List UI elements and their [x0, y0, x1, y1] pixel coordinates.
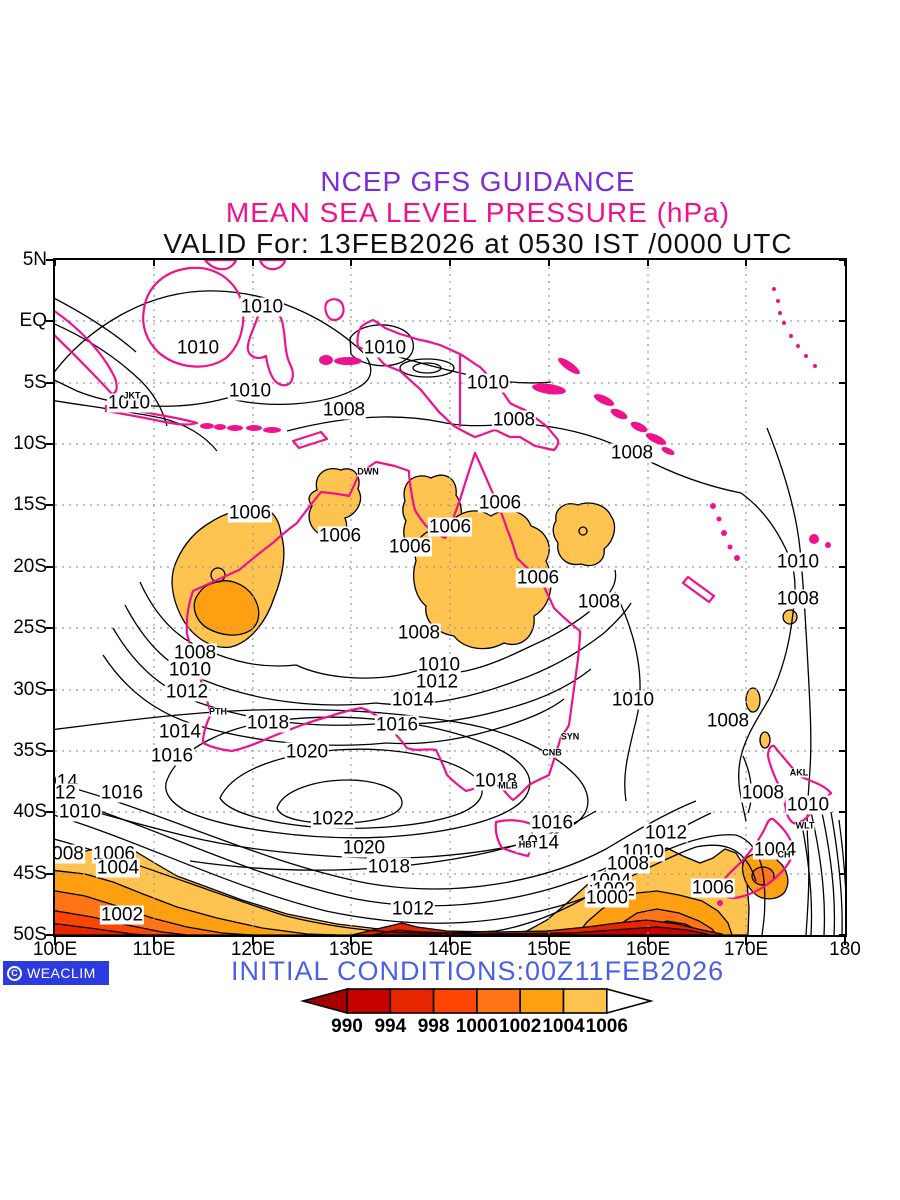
colorbar-segment: [519, 988, 565, 1014]
lon-tick-mark: [252, 260, 254, 266]
lat-tick-mark: [46, 873, 54, 875]
lat-tick-label: 35S: [13, 740, 47, 761]
lat-tick-mark: [839, 873, 845, 875]
lat-tick-mark: [46, 627, 54, 629]
lon-tick-mark: [153, 260, 155, 266]
lon-tick-mark: [350, 937, 352, 945]
lon-tick-label: 130E: [328, 939, 374, 960]
lat-tick-mark: [46, 382, 54, 384]
map-border: [53, 258, 847, 937]
lon-tick-mark: [548, 937, 550, 945]
colorbar-segment: [389, 988, 435, 1014]
lat-tick-label: 45S: [13, 863, 47, 884]
lon-tick-mark: [745, 260, 747, 266]
lat-tick-mark: [839, 689, 845, 691]
lat-tick-mark: [839, 259, 845, 261]
lon-tick-mark: [548, 260, 550, 266]
lat-tick-mark: [839, 566, 845, 568]
colorbar-tick-label: 1002: [499, 1016, 542, 1037]
lon-tick-label: 140E: [427, 939, 473, 960]
lat-tick-mark: [839, 504, 845, 506]
lat-tick-mark: [46, 259, 54, 261]
lon-tick-mark: [647, 937, 649, 945]
lon-tick-mark: [54, 937, 56, 945]
lon-tick-mark: [449, 937, 451, 945]
lat-tick-mark: [839, 627, 845, 629]
lat-tick-label: 15S: [13, 494, 47, 515]
lat-tick-label: EQ: [19, 310, 47, 331]
lat-tick-mark: [46, 566, 54, 568]
colorbar-segment: [432, 988, 478, 1014]
colorbar-segment: [605, 987, 654, 1015]
colorbar-tick-label: 998: [417, 1016, 450, 1037]
lat-tick-mark: [46, 443, 54, 445]
lon-tick-mark: [844, 260, 846, 266]
lon-tick-label: 120E: [230, 939, 276, 960]
lon-tick-label: 160E: [625, 939, 671, 960]
lat-tick-mark: [46, 504, 54, 506]
colorbar-segment: [562, 988, 608, 1014]
colorbar-segment: [346, 988, 392, 1014]
lat-tick-label: 40S: [13, 801, 47, 822]
lat-tick-label: 5S: [23, 372, 47, 393]
valid-time-line: VALID For: 13FEB2026 at 0530 IST /0000 U…: [163, 228, 793, 259]
lat-tick-mark: [46, 689, 54, 691]
lat-tick-mark: [839, 382, 845, 384]
colorbar-segment: [299, 987, 348, 1015]
lat-tick-label: 5N: [22, 249, 47, 270]
page-subtitle: MEAN SEA LEVEL PRESSURE (hPa): [225, 197, 731, 228]
lat-tick-mark: [46, 934, 54, 936]
colorbar-segment: [476, 988, 521, 1014]
lon-tick-mark: [449, 260, 451, 266]
graticule-grid: [55, 260, 845, 935]
lat-tick-mark: [46, 750, 54, 752]
initial-conditions-line: INITIAL CONDITIONS:00Z11FEB2026: [231, 956, 725, 986]
lat-tick-label: 30S: [13, 679, 47, 700]
lat-tick-label: 50S: [13, 924, 47, 945]
lon-tick-mark: [844, 937, 846, 945]
lat-tick-label: 25S: [13, 617, 47, 638]
lon-tick-mark: [252, 937, 254, 945]
logo-label: WEACLIM: [27, 965, 96, 981]
colorbar-tick-label: 994: [374, 1016, 407, 1037]
lon-tick-mark: [153, 937, 155, 945]
page-title: NCEP GFS GUIDANCE: [320, 166, 636, 197]
lat-tick-mark: [839, 443, 845, 445]
lon-tick-mark: [54, 260, 56, 266]
lat-tick-mark: [839, 750, 845, 752]
colorbar-tick-label: 1004: [542, 1016, 585, 1037]
lat-tick-label: 10S: [13, 433, 47, 454]
lat-tick-label: 20S: [13, 556, 47, 577]
coastlines: [55, 260, 833, 906]
lat-tick-mark: [839, 320, 845, 322]
lat-tick-mark: [46, 811, 54, 813]
lat-tick-mark: [839, 811, 845, 813]
lon-tick-mark: [350, 260, 352, 266]
lon-tick-label: 180: [829, 939, 861, 960]
copyright-icon: C: [7, 965, 22, 981]
colorbar-tick-label: 990: [331, 1016, 363, 1037]
lat-tick-mark: [839, 934, 845, 936]
lon-tick-label: 110E: [132, 939, 176, 960]
lat-tick-mark: [46, 320, 54, 322]
lon-tick-label: 100E: [32, 939, 78, 960]
colorbar-tick-label: 1006: [585, 1016, 628, 1037]
lon-tick-label: 150E: [526, 939, 572, 960]
lon-tick-mark: [745, 937, 747, 945]
pressure-colorbar: [299, 987, 654, 1015]
lon-tick-label: 170E: [723, 939, 769, 960]
colorbar-tick-label: 1000: [455, 1016, 499, 1037]
lon-tick-mark: [647, 260, 649, 266]
weaclim-logo: C WEACLIM: [3, 961, 109, 985]
